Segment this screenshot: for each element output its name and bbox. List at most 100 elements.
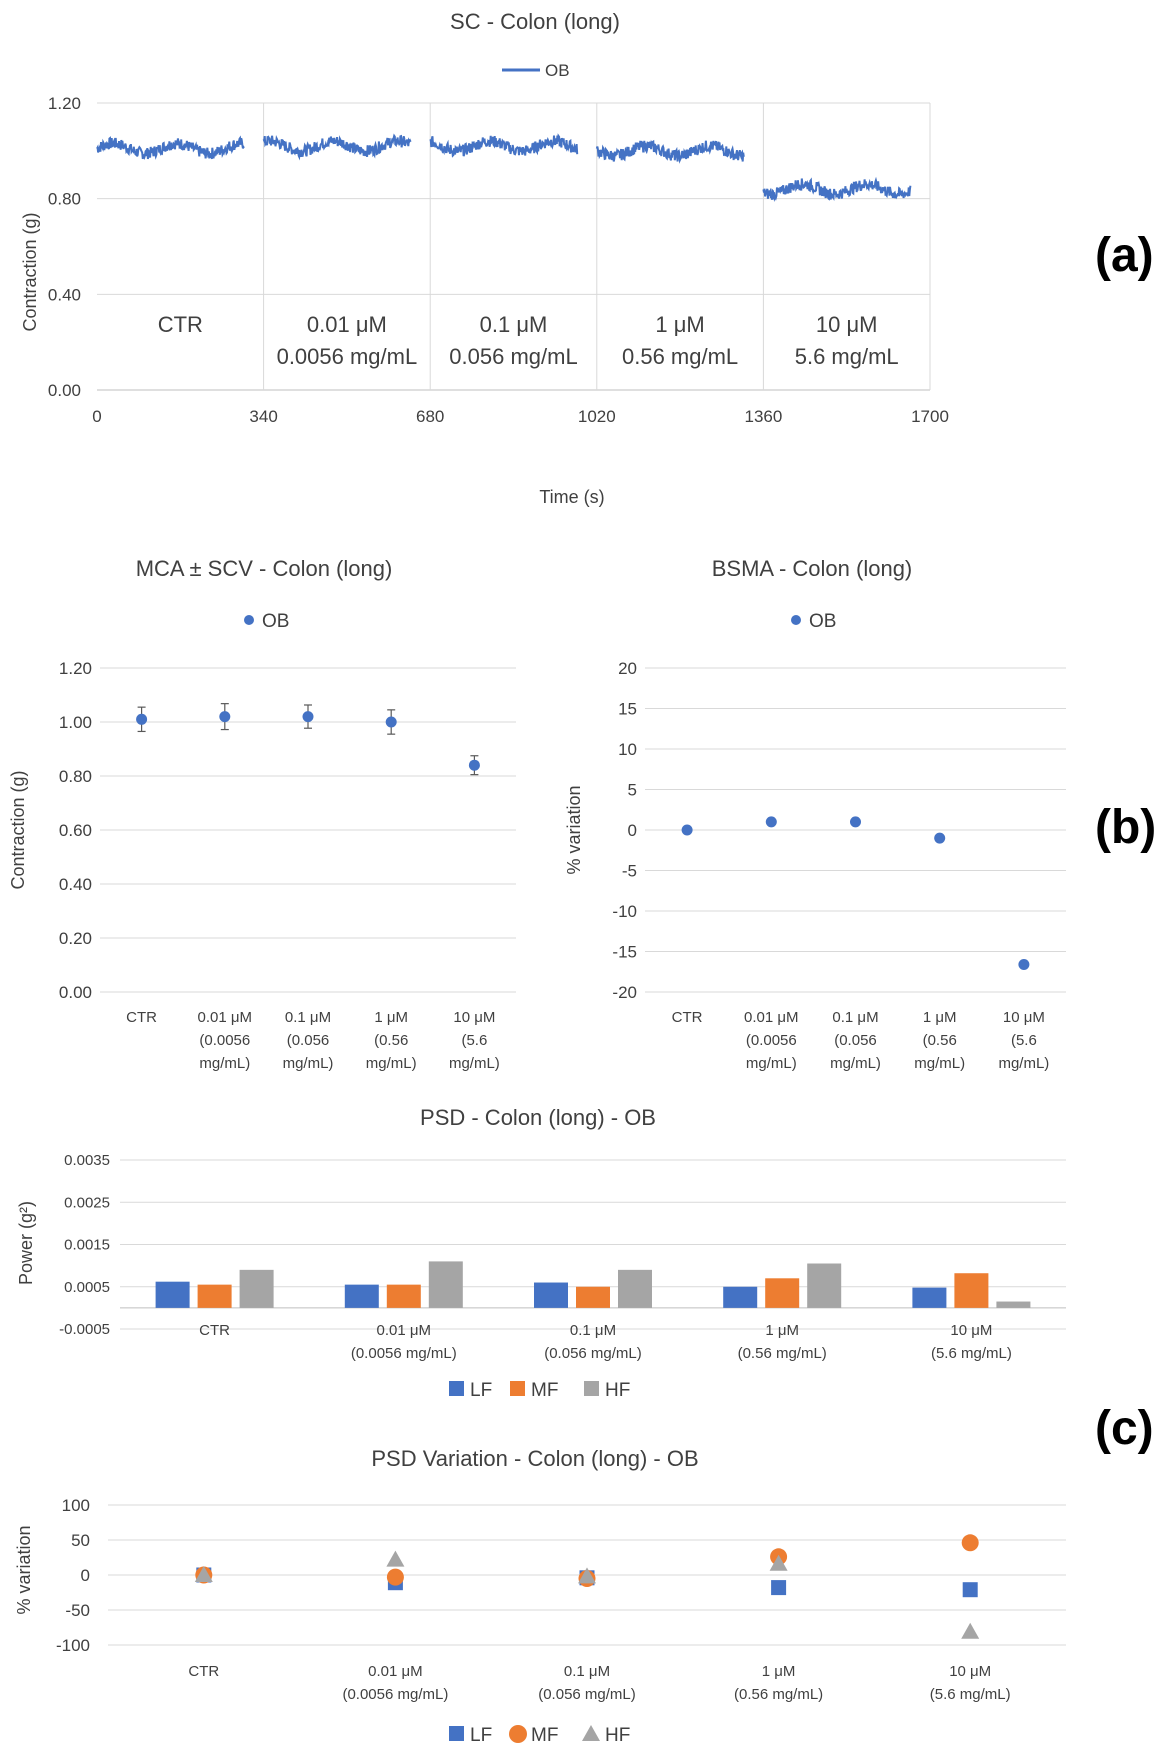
bsma-y-ticks: -20 -15 -10 -5 0 5 10 15 20: [612, 659, 637, 1002]
bsma-y-tick-label: 20: [618, 659, 637, 678]
bsma-category-label: mg/mL): [998, 1055, 1049, 1072]
psd-y-tick-label: -0.0005: [59, 1321, 110, 1338]
mca-category-label: 0.01 μM: [198, 1009, 253, 1026]
psdvar-y-tick-label: 0: [81, 1566, 90, 1585]
mca-y-tick-label: 0.40: [59, 875, 92, 894]
psd-category-label: (0.0056 mg/mL): [351, 1345, 457, 1362]
panel-label-c: (c): [1095, 1402, 1154, 1455]
sc-trace-segment: [595, 139, 745, 164]
bsma-gridlines: [645, 667, 1066, 993]
sc-trace-segment: [429, 133, 579, 158]
psdvar-legend-hf-label: HF: [605, 1725, 630, 1746]
psdvar-legend-lf-swatch: [449, 1726, 464, 1741]
psd-bar-lf: [723, 1286, 758, 1308]
psdvar-y-tick-label: 100: [62, 1496, 90, 1515]
panel-label-b: (b): [1095, 801, 1156, 854]
sc-y-ticks: 0.00 0.40 0.80 1.20: [48, 94, 81, 400]
psd-bar-hf: [996, 1301, 1031, 1308]
bsma-title: BSMA - Colon (long): [712, 556, 913, 581]
bsma-category-labels: CTR 0.01 μM (0.0056 mg/mL) 0.1 μM (0.056 mg/mL…: [672, 1009, 1050, 1072]
psdvar-point-hf: [194, 1566, 213, 1582]
mca-title: MCA ± SCV - Colon (long): [136, 556, 393, 581]
psd-bar-hf: [807, 1263, 842, 1308]
psd-category-label: CTR: [199, 1322, 230, 1339]
psdvar-category-label: (0.0056 mg/mL): [342, 1686, 448, 1703]
sc-trace-segment: [262, 133, 412, 161]
psd-bar-mf: [197, 1284, 232, 1308]
psdvar-category-label: CTR: [188, 1663, 219, 1680]
psd-bar-mf: [765, 1278, 800, 1308]
mca-category-label: mg/mL): [199, 1055, 250, 1072]
mca-y-ticks: 0.00 0.20 0.40 0.60 0.80 1.00 1.20: [59, 659, 92, 1002]
mca-legend-label: OB: [262, 611, 289, 632]
bsma-legend-label: OB: [809, 611, 836, 632]
bsma-y-tick-label: 15: [618, 700, 637, 719]
psdvar-y-tick-label: -50: [65, 1601, 90, 1620]
psd-y-tick-label: 0.0035: [64, 1152, 110, 1169]
sc-segment-sublabel: 0.56 mg/mL: [622, 344, 738, 369]
psdvar-legend: LF MF HF: [449, 1725, 630, 1746]
sc-segment-sublabel: 0.0056 mg/mL: [277, 344, 418, 369]
psd-legend-mf-label: MF: [531, 1380, 558, 1401]
sc-y-axis-label: Contraction (g): [20, 212, 40, 331]
psdvar-point-lf: [962, 1582, 978, 1598]
mca-y-tick-label: 0.80: [59, 767, 92, 786]
bsma-y-tick-label: -10: [612, 902, 637, 921]
psdvar-point-hf: [578, 1567, 596, 1584]
psdvar-point-hf: [769, 1554, 788, 1571]
bsma-point: [1018, 958, 1030, 970]
psdvar-category-label: (5.6 mg/mL): [930, 1686, 1011, 1703]
psdvar-category-labels: CTR 0.01 μM (0.0056 mg/mL) 0.1 μM (0.056 mg/…: [188, 1663, 1010, 1703]
bsma-category-label: 0.01 μM: [744, 1009, 799, 1026]
chart-psd: PSD - Colon (long) - OB -0.0005 0.0005 0.0…: [16, 1105, 1066, 1401]
psdvar-title: PSD Variation - Colon (long) - OB: [371, 1446, 698, 1471]
mca-y-tick-label: 0.60: [59, 821, 92, 840]
bsma-y-tick-label: 0: [628, 821, 637, 840]
psdvar-y-ticks: -100 -50 0 50 100: [56, 1496, 90, 1655]
psd-bar-mf: [576, 1286, 610, 1308]
sc-x-tick-label: 340: [249, 407, 277, 426]
bsma-y-tick-label: -5: [622, 862, 637, 881]
psd-bar-lf: [155, 1281, 190, 1308]
psdvar-category-label: 10 μM: [949, 1663, 991, 1680]
bsma-category-label: (0.56: [923, 1032, 957, 1049]
bsma-y-tick-label: 5: [628, 781, 637, 800]
mca-category-label: mg/mL): [449, 1055, 500, 1072]
bsma-category-label: CTR: [672, 1009, 703, 1026]
sc-segment-label: CTR: [158, 312, 203, 337]
chart-psdvar: PSD Variation - Colon (long) - OB -100 -5…: [14, 1446, 1066, 1746]
psdvar-point-hf: [961, 1622, 980, 1639]
psdvar-point-hf: [386, 1550, 405, 1567]
psd-title: PSD - Colon (long) - OB: [420, 1105, 656, 1130]
psdvar-y-tick-label: -100: [56, 1636, 90, 1655]
psd-bar-hf: [239, 1269, 274, 1308]
psd-y-ticks: -0.0005 0.0005 0.0015 0.0025 0.0035: [59, 1152, 110, 1338]
psdvar-point-mf: [386, 1568, 404, 1586]
mca-category-label: 0.1 μM: [285, 1009, 331, 1026]
psdvar-category-label: 0.1 μM: [564, 1663, 610, 1680]
psd-category-label: (5.6 mg/mL): [931, 1345, 1012, 1362]
psdvar-category-label: (0.056 mg/mL): [538, 1686, 636, 1703]
chart-mca: MCA ± SCV - Colon (long) OB 0.00 0.20 0.40…: [8, 556, 516, 1072]
sc-title: SC - Colon (long): [450, 9, 620, 34]
bsma-y-tick-label: -20: [612, 983, 637, 1002]
sc-y-tick-label: 0.00: [48, 381, 81, 400]
bsma-category-label: 0.1 μM: [832, 1009, 878, 1026]
psdvar-legend-mf-swatch: [509, 1725, 527, 1743]
mca-category-label: mg/mL): [366, 1055, 417, 1072]
bsma-category-label: 1 μM: [923, 1009, 957, 1026]
psdvar-legend-hf-swatch: [582, 1725, 600, 1741]
sc-segment-sublabel: 0.056 mg/mL: [449, 344, 577, 369]
psd-category-label: (0.56 mg/mL): [738, 1345, 827, 1362]
panel-label-a: (a): [1095, 229, 1154, 282]
bsma-category-label: 10 μM: [1003, 1009, 1045, 1026]
sc-y-tick-label: 0.40: [48, 285, 81, 304]
sc-x-ticks: 0 340 680 1020 1360 1700: [92, 407, 949, 426]
psdvar-category-label: (0.56 mg/mL): [734, 1686, 823, 1703]
mca-gridlines: [100, 667, 516, 993]
sc-segment-sublabel: 5.6 mg/mL: [795, 344, 899, 369]
mca-point: [302, 711, 314, 723]
bsma-category-label: (0.056: [834, 1032, 877, 1049]
psd-bar-mf: [954, 1273, 989, 1308]
